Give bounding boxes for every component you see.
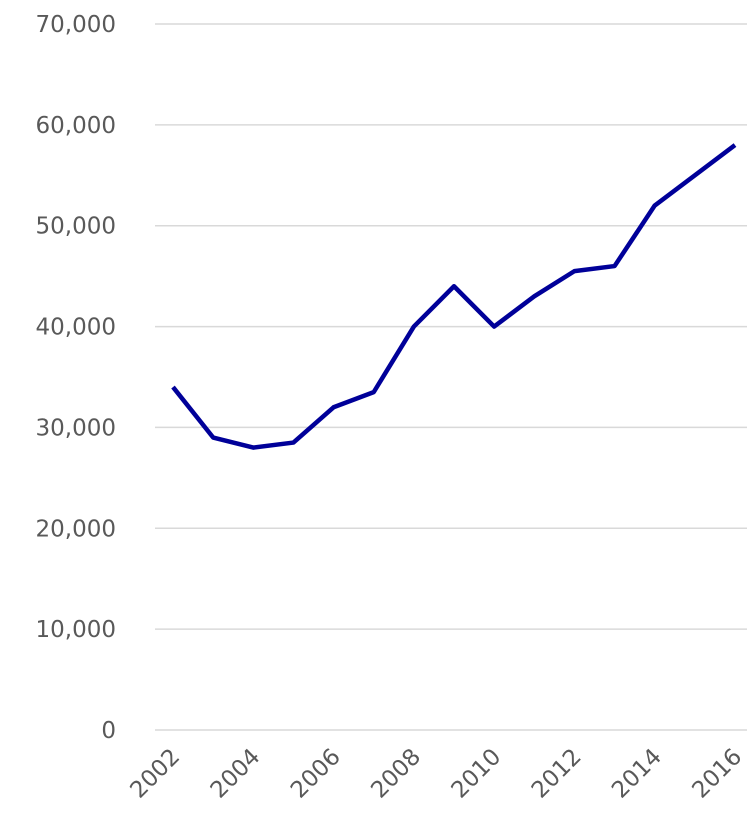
y-tick-label: 20,000 (36, 516, 116, 542)
x-tick-label: 2008 (366, 744, 426, 804)
y-tick-label: 50,000 (36, 214, 116, 240)
x-tick-label: 2014 (607, 744, 667, 804)
y-tick-label: 70,000 (36, 12, 116, 38)
x-tick-label: 2004 (206, 744, 266, 804)
x-tick-label: 2016 (687, 744, 747, 804)
y-tick-label: 40,000 (36, 315, 116, 341)
y-tick-label: 30,000 (36, 415, 116, 441)
x-tick-label: 2010 (447, 744, 507, 804)
x-tick-label: 2006 (286, 744, 346, 804)
x-tick-label: 2012 (527, 744, 587, 804)
x-tick-label: 2002 (125, 744, 185, 804)
y-tick-label: 10,000 (36, 617, 116, 643)
y-tick-label: 60,000 (36, 113, 116, 139)
y-tick-label: 0 (101, 718, 116, 744)
data-line (171, 143, 737, 450)
